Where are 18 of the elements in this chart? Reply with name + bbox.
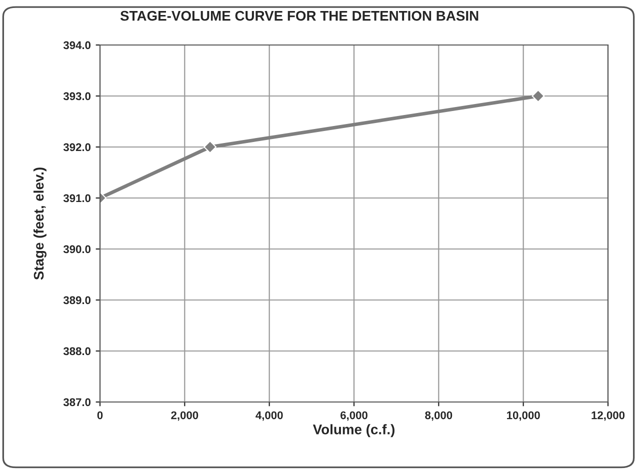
x-tick-label: 10,000 (507, 411, 540, 421)
y-tick-label: 387.0 (63, 398, 91, 406)
x-tick-label: 6,000 (340, 411, 368, 421)
x-axis-title: Volume (c.f.) (312, 424, 394, 438)
y-tick-label: 394.0 (63, 41, 91, 50)
x-tick-label: 2,000 (171, 411, 198, 421)
chart-title: STAGE-VOLUME CURVE FOR THE DETENTION BASIN (120, 10, 478, 21)
y-tick-label: 389.0 (63, 296, 91, 304)
y-tick-label: 392.0 (63, 143, 91, 152)
y-axis-title: Stage (feet, elev.) (33, 168, 47, 280)
x-tick-label: 8,000 (425, 411, 452, 421)
x-tick-label: 0 (97, 411, 103, 420)
y-tick-label: 393.0 (63, 92, 91, 100)
x-tick-label: 12,000 (592, 411, 625, 421)
y-tick-label: 391.0 (63, 194, 91, 202)
y-tick-label: 390.0 (63, 245, 91, 254)
x-tick-label: 4,000 (256, 411, 283, 421)
y-tick-label: 388.0 (63, 347, 91, 356)
